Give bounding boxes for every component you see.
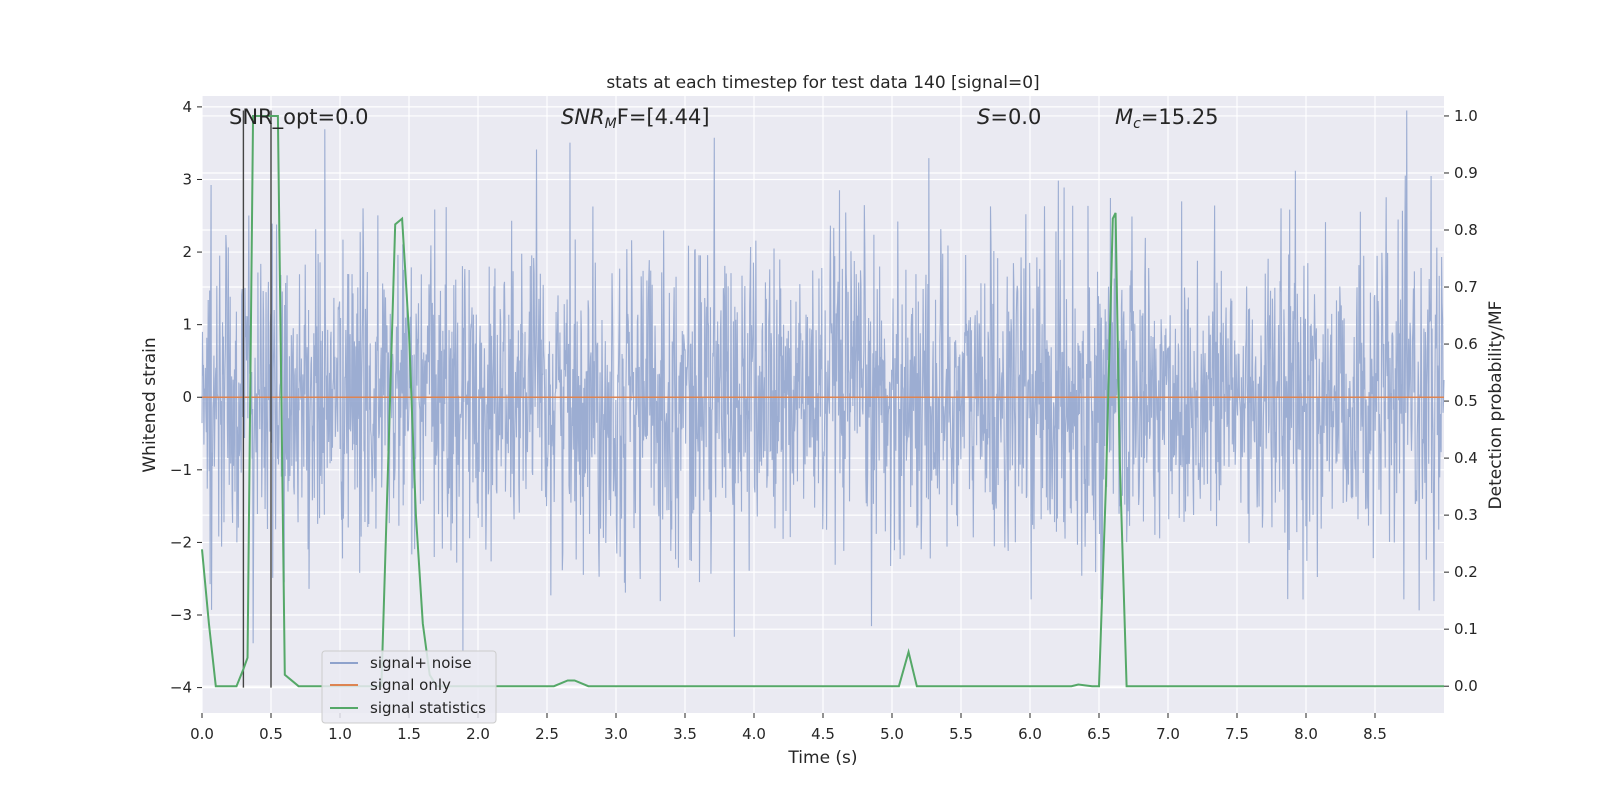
x-tick-label: 3.0 bbox=[604, 725, 628, 743]
x-tick-label: 7.5 bbox=[1225, 725, 1249, 743]
y-tick-label: −4 bbox=[170, 679, 192, 697]
snr-mf-subscript: M bbox=[605, 116, 617, 132]
y2-tick-label: 0.5 bbox=[1454, 392, 1478, 410]
y2-tick-label: 0.8 bbox=[1454, 221, 1478, 239]
y-axis-ticks: 4 3 2 1 0 −1 −2 −3 −4 bbox=[170, 98, 202, 697]
signal-statistics-line bbox=[201, 114, 1444, 688]
mc-subscript: c bbox=[1133, 116, 1141, 132]
mc-annotation: Mc=15.25 bbox=[1115, 105, 1219, 132]
mc-value: =15.25 bbox=[1141, 105, 1219, 129]
s-value: =0.0 bbox=[990, 105, 1041, 129]
snr-mf-annotation: SNRMF=[4.44] bbox=[561, 105, 710, 132]
y-tick-label: −1 bbox=[170, 461, 192, 479]
x-tick-label: 6.5 bbox=[1087, 725, 1111, 743]
y2-tick-label: 0.3 bbox=[1454, 506, 1478, 524]
y2-tick-label: 1.0 bbox=[1454, 107, 1478, 125]
x-tick-label: 1.5 bbox=[397, 725, 421, 743]
y2-tick-label: 0.4 bbox=[1454, 449, 1478, 467]
x-tick-label: 3.5 bbox=[673, 725, 697, 743]
snr-mf-base: SNR bbox=[561, 105, 605, 129]
x-tick-label: 8.5 bbox=[1363, 725, 1387, 743]
y2-tick-label: 0.0 bbox=[1454, 677, 1478, 695]
legend-label-signal-noise: signal+ noise bbox=[370, 654, 472, 672]
x-tick-label: 4.0 bbox=[742, 725, 766, 743]
y-tick-label: −2 bbox=[170, 533, 192, 551]
y-tick-label: 1 bbox=[182, 316, 192, 334]
legend: signal+ noise signal only signal statist… bbox=[321, 650, 497, 724]
signal-statistics-series bbox=[201, 114, 1444, 688]
s-base: S bbox=[977, 105, 990, 129]
y2-axis-label: Detection probability/MF bbox=[1486, 301, 1506, 510]
snr-mf-value: F=[4.44] bbox=[617, 105, 710, 129]
x-tick-label: 4.5 bbox=[811, 725, 835, 743]
x-tick-label: 5.5 bbox=[949, 725, 973, 743]
y-tick-label: 4 bbox=[182, 98, 192, 116]
x-tick-label: 1.0 bbox=[328, 725, 352, 743]
signal-noise-series bbox=[201, 110, 1445, 651]
y2-tick-label: 0.1 bbox=[1454, 620, 1478, 638]
s-annotation: S=0.0 bbox=[977, 105, 1041, 129]
chart-title: stats at each timestep for test data 140… bbox=[606, 73, 1039, 93]
y2-axis-ticks: 1.0 0.9 0.8 0.7 0.6 0.5 0.4 0.3 0.2 0.1 0.0 bbox=[1444, 107, 1478, 695]
x-tick-label: 6.0 bbox=[1018, 725, 1042, 743]
mc-base: M bbox=[1115, 105, 1133, 129]
x-tick-label: 5.0 bbox=[880, 725, 904, 743]
x-axis-ticks: 0.0 0.5 1.0 1.5 2.0 2.5 3.0 3.5 4.0 4.5 5.0 5.5 6.0 6… bbox=[190, 713, 1387, 743]
y2-tick-label: 0.6 bbox=[1454, 335, 1478, 353]
legend-label-signal-statistics: signal statistics bbox=[370, 699, 486, 717]
x-tick-label: 8.0 bbox=[1294, 725, 1318, 743]
x-tick-label: 7.0 bbox=[1156, 725, 1180, 743]
y2-tick-label: 0.9 bbox=[1454, 164, 1478, 182]
x-tick-label: 2.5 bbox=[535, 725, 559, 743]
y-tick-label: −3 bbox=[170, 606, 192, 624]
signal-noise-line bbox=[201, 110, 1445, 651]
y-tick-label: 2 bbox=[182, 243, 192, 261]
legend-box bbox=[321, 650, 497, 724]
y-tick-label: 3 bbox=[182, 170, 192, 188]
grid bbox=[201, 96, 1444, 713]
vertical-markers bbox=[242, 110, 272, 688]
y2-tick-label: 0.7 bbox=[1454, 278, 1478, 296]
x-axis-label: Time (s) bbox=[787, 748, 857, 768]
x-tick-label: 0.0 bbox=[190, 725, 214, 743]
y-tick-label: 0 bbox=[182, 388, 192, 406]
legend-label-signal-only: signal only bbox=[370, 676, 451, 694]
x-tick-label: 0.5 bbox=[259, 725, 283, 743]
snr-opt-annotation: SNR_opt=0.0 bbox=[229, 105, 369, 130]
y2-tick-label: 0.2 bbox=[1454, 563, 1478, 581]
y-axis-label: Whitened strain bbox=[140, 337, 160, 472]
x-tick-label: 2.0 bbox=[466, 725, 490, 743]
